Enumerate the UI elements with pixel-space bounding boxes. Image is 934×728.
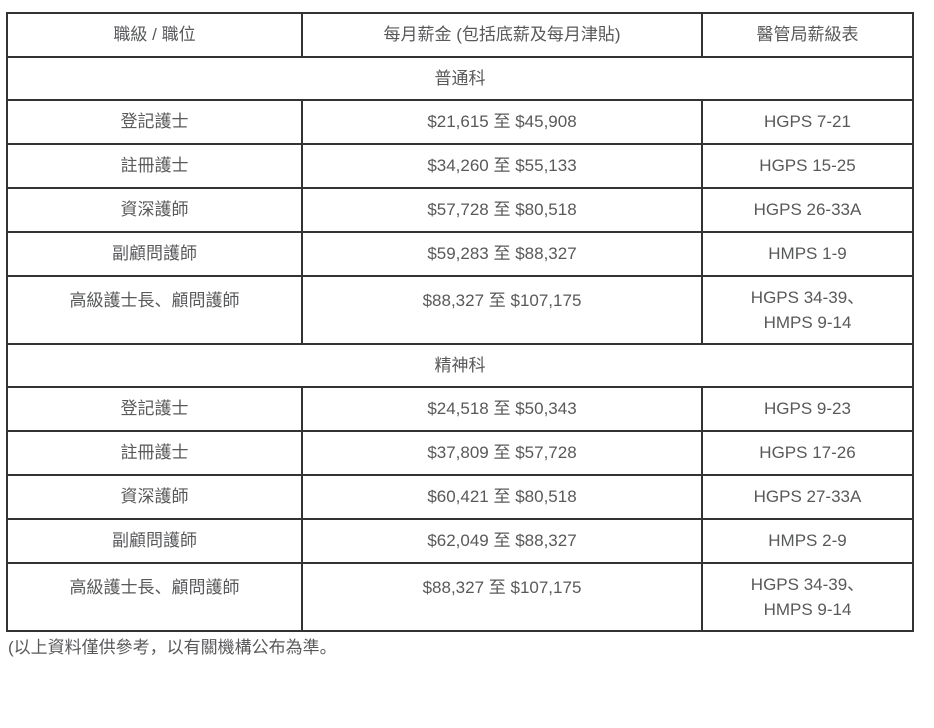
- rank-cell: 副顧問護師: [6, 231, 303, 277]
- salary-cell: $59,283 至 $88,327: [301, 231, 703, 277]
- rank-cell: 高級護士長、顧問護師: [6, 275, 303, 345]
- rank-cell: 資深護師: [6, 187, 303, 233]
- rank-cell: 副顧問護師: [6, 518, 303, 564]
- rank-cell: 註冊護士: [6, 430, 303, 476]
- pay-scale-cell: HGPS 34-39、 HMPS 9-14: [701, 275, 914, 345]
- salary-cell: $37,809 至 $57,728: [301, 430, 703, 476]
- table-row: 資深護師 $60,421 至 $80,518 HGPS 27-33A: [6, 474, 914, 520]
- table-row: 高級護士長、顧問護師 $88,327 至 $107,175 HGPS 34-39…: [6, 562, 914, 632]
- section-row-general: 普通科: [6, 56, 914, 101]
- footnote: (以上資料僅供參考，以有關機構公布為準。: [8, 638, 337, 657]
- rank-cell: 註冊護士: [6, 143, 303, 189]
- section-row-psychiatric: 精神科: [6, 343, 914, 388]
- salary-cell: $21,615 至 $45,908: [301, 99, 703, 145]
- table-row: 登記護士 $21,615 至 $45,908 HGPS 7-21: [6, 99, 914, 145]
- salary-cell: $88,327 至 $107,175: [301, 562, 703, 632]
- section-title-psychiatric: 精神科: [6, 343, 914, 388]
- salary-cell: $62,049 至 $88,327: [301, 518, 703, 564]
- salary-cell: $57,728 至 $80,518: [301, 187, 703, 233]
- pay-scale-cell: HMPS 1-9: [701, 231, 914, 277]
- table-row: 註冊護士 $34,260 至 $55,133 HGPS 15-25: [6, 143, 914, 189]
- salary-cell: $88,327 至 $107,175: [301, 275, 703, 345]
- column-header-pay-scale: 醫管局薪級表: [701, 12, 914, 58]
- table-row: 副顧問護師 $59,283 至 $88,327 HMPS 1-9: [6, 231, 914, 277]
- table-row: 副顧問護師 $62,049 至 $88,327 HMPS 2-9: [6, 518, 914, 564]
- table-row: 高級護士長、顧問護師 $88,327 至 $107,175 HGPS 34-39…: [6, 275, 914, 345]
- pay-scale-cell: HGPS 15-25: [701, 143, 914, 189]
- table-row: 登記護士 $24,518 至 $50,343 HGPS 9-23: [6, 386, 914, 432]
- rank-cell: 登記護士: [6, 386, 303, 432]
- column-header-salary: 每月薪金 (包括底薪及每月津貼): [301, 12, 703, 58]
- salary-table: 職級 / 職位 每月薪金 (包括底薪及每月津貼) 醫管局薪級表 普通科 登記護士…: [6, 12, 914, 632]
- pay-scale-cell: HGPS 34-39、 HMPS 9-14: [701, 562, 914, 632]
- rank-cell: 資深護師: [6, 474, 303, 520]
- salary-cell: $24,518 至 $50,343: [301, 386, 703, 432]
- pay-scale-cell: HMPS 2-9: [701, 518, 914, 564]
- rank-cell: 高級護士長、顧問護師: [6, 562, 303, 632]
- salary-cell: $60,421 至 $80,518: [301, 474, 703, 520]
- section-title-general: 普通科: [6, 56, 914, 101]
- pay-scale-cell: HGPS 9-23: [701, 386, 914, 432]
- pay-scale-cell: HGPS 17-26: [701, 430, 914, 476]
- salary-cell: $34,260 至 $55,133: [301, 143, 703, 189]
- pay-scale-cell: HGPS 26-33A: [701, 187, 914, 233]
- rank-cell: 登記護士: [6, 99, 303, 145]
- table-row: 註冊護士 $37,809 至 $57,728 HGPS 17-26: [6, 430, 914, 476]
- pay-scale-cell: HGPS 7-21: [701, 99, 914, 145]
- pay-scale-cell: HGPS 27-33A: [701, 474, 914, 520]
- table-row: 資深護師 $57,728 至 $80,518 HGPS 26-33A: [6, 187, 914, 233]
- header-row: 職級 / 職位 每月薪金 (包括底薪及每月津貼) 醫管局薪級表: [6, 12, 914, 58]
- column-header-rank: 職級 / 職位: [6, 12, 303, 58]
